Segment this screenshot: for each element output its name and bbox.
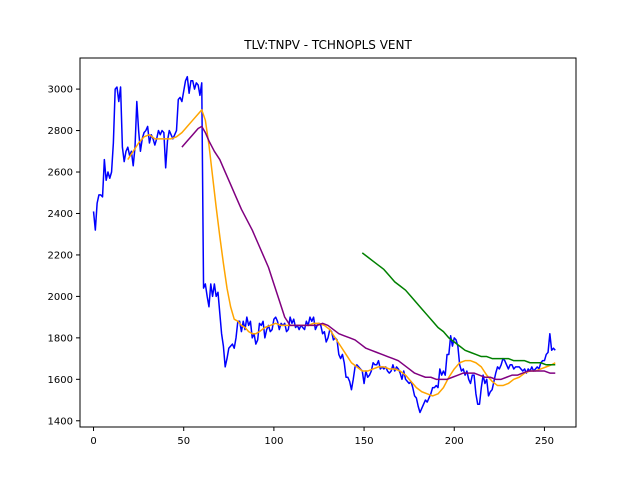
x-tick-label: 250 [535, 436, 554, 447]
x-tick-label: 0 [90, 436, 96, 447]
x-tick-label: 150 [355, 436, 374, 447]
y-tick-label: 2800 [48, 126, 73, 137]
y-tick-label: 1600 [48, 375, 73, 386]
x-tick-label: 50 [177, 436, 190, 447]
y-tick-label: 2000 [48, 292, 73, 303]
x-tick-label: 200 [445, 436, 464, 447]
y-tick-label: 1800 [48, 333, 73, 344]
y-tick-label: 2200 [48, 250, 73, 261]
y-tick-label: 1400 [48, 416, 73, 427]
y-tick-label: 3000 [48, 85, 73, 96]
y-tick-label: 2600 [48, 168, 73, 179]
x-tick-label: 100 [264, 436, 283, 447]
chart-title: TLV:TNPV - TCHNOPLS VENT [243, 38, 412, 52]
y-tick-label: 2400 [48, 209, 73, 220]
